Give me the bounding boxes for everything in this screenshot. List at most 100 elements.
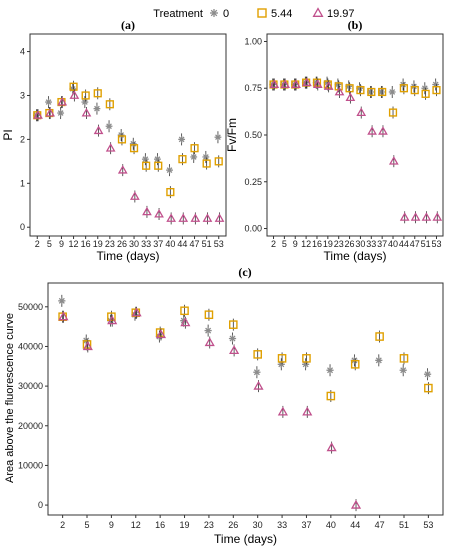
series-2-point <box>190 213 201 222</box>
x-tick-label: 51 <box>421 239 431 249</box>
series-1-point <box>345 84 354 93</box>
x-tick-label: 40 <box>165 239 175 249</box>
series-1-point <box>388 108 398 117</box>
series-1-point <box>81 91 90 100</box>
series-0-point <box>326 366 334 374</box>
y-tick-label: 0.50 <box>244 130 262 140</box>
series-2-point <box>214 213 225 222</box>
x-tick-label: 47 <box>190 239 200 249</box>
series-2-point <box>302 406 313 416</box>
series-1-point <box>277 354 287 363</box>
y-tick-label: 1.00 <box>244 36 262 46</box>
series-2-point <box>399 212 410 221</box>
series-2-point <box>107 315 118 325</box>
series-1-point <box>129 144 139 153</box>
series-2-point <box>204 337 215 347</box>
series-1-point <box>312 78 322 87</box>
series-2-point <box>277 406 288 416</box>
x-tick-label: 44 <box>399 239 409 249</box>
series-1-point <box>105 100 114 109</box>
series-1-point <box>424 383 433 393</box>
series-1-point <box>166 187 175 197</box>
series-2-point <box>154 208 164 218</box>
panel-c: (c) 0 10000 20000 30000 40000 50000 2 5 9 12 16 19 23… <box>4 265 444 546</box>
series-2-point <box>356 107 367 117</box>
series-1-point <box>117 135 127 144</box>
series-0-point <box>58 297 66 305</box>
series-2-point <box>129 191 140 200</box>
x-tick-label: 9 <box>109 520 114 530</box>
legend-label-1: 5.44 <box>271 8 292 20</box>
series-1-point <box>399 84 408 93</box>
series-1-point <box>323 80 332 89</box>
series-0-point-stroke <box>375 357 382 364</box>
panel-title: (a) <box>121 18 135 32</box>
series-2-point <box>202 213 213 222</box>
series-0-point <box>154 155 161 163</box>
series-2-point <box>350 499 362 509</box>
series-1-point <box>399 354 409 363</box>
series-2-point <box>33 110 43 119</box>
series-2-point <box>432 212 443 221</box>
x-axis-label: Time (days) <box>324 249 387 263</box>
series-0-point <box>423 370 432 378</box>
series-1-point <box>155 328 165 337</box>
series-0-point-stroke <box>190 154 197 160</box>
x-axis-label: Time (days) <box>214 532 277 546</box>
series-0-point-stroke <box>253 369 260 376</box>
series-2-point <box>378 126 388 135</box>
series-2-point <box>142 206 152 216</box>
series-0-point-stroke <box>142 156 149 163</box>
series-1-point <box>253 350 262 359</box>
series-1-point <box>432 86 441 95</box>
series-2-point <box>291 79 301 88</box>
series-2-point <box>166 213 177 222</box>
x-tick-label: 37 <box>153 239 163 249</box>
series-2-point <box>323 81 334 90</box>
series-0-point-stroke <box>215 134 221 141</box>
y-tick-label: 0 <box>20 222 25 232</box>
x-tick-label: 51 <box>399 520 409 530</box>
series-0-point <box>93 105 101 113</box>
y-tick-label: 0 <box>38 500 43 510</box>
series-1-point <box>82 340 92 349</box>
series-0-point <box>204 326 212 335</box>
series-2-point <box>269 79 280 88</box>
series-0-point <box>214 133 222 141</box>
series-0-point-stroke <box>58 297 65 304</box>
series-0-point-stroke <box>367 89 374 95</box>
series-2-point <box>131 307 142 317</box>
x-tick-label: 23 <box>334 239 344 249</box>
x-tick-label: 53 <box>431 239 441 249</box>
series-2-point <box>69 90 80 99</box>
series-0-point <box>178 135 186 143</box>
series-0-point-stroke <box>57 110 64 116</box>
x-tick-label: 5 <box>85 520 90 530</box>
y-tick-label: 0.75 <box>244 83 262 93</box>
series-1-point <box>356 86 365 95</box>
series-2-point <box>367 126 377 135</box>
series-1-point <box>142 161 151 170</box>
series-0-point-stroke <box>106 123 112 130</box>
series-0-point-stroke <box>178 136 185 143</box>
legend-marker-2 <box>312 7 324 17</box>
series-0-point <box>190 153 198 161</box>
series-0-point-stroke <box>400 367 407 374</box>
x-tick-label: 5 <box>282 239 287 249</box>
legend-marker-1 <box>257 8 267 18</box>
x-tick-label: 19 <box>180 520 190 530</box>
series-2-point <box>58 311 69 321</box>
x-tick-label: 33 <box>277 520 287 530</box>
y-tick-label: 0.25 <box>244 177 262 187</box>
y-tick-label: 20000 <box>18 421 43 431</box>
series-1-point <box>190 144 199 153</box>
series-0-point-stroke <box>229 335 236 342</box>
x-tick-label: 26 <box>228 520 238 530</box>
series-0-point <box>388 88 396 96</box>
series-1-point <box>367 87 376 97</box>
x-tick-label: 19 <box>323 239 333 249</box>
series-1-point <box>202 159 211 168</box>
x-tick-label: 23 <box>204 520 214 530</box>
series-2-point <box>388 156 399 165</box>
